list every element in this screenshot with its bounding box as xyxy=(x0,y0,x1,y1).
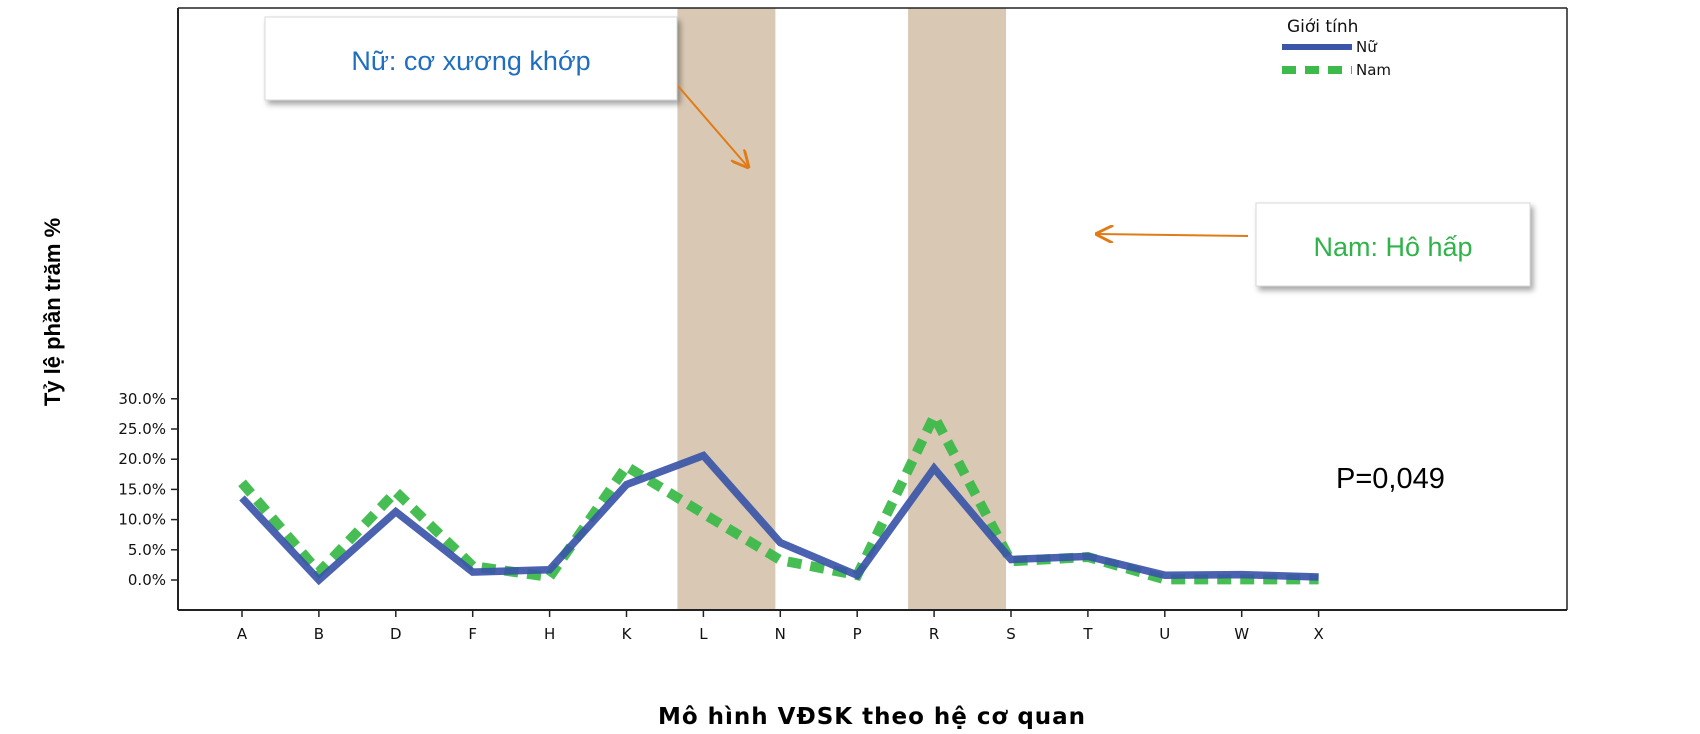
x-tick-label: W xyxy=(1234,625,1249,643)
callout-female-box xyxy=(264,16,678,101)
y-axis-title: Tỷ lệ phần trăm % xyxy=(40,218,65,406)
x-tick-label: N xyxy=(775,625,786,643)
p-value-label: P=0,049 xyxy=(1336,463,1445,495)
callout-female-text: Nữ: cơ xương khớp xyxy=(351,46,590,76)
x-tick-label: H xyxy=(544,625,555,643)
x-tick-label: S xyxy=(1006,625,1016,643)
series-line-nam xyxy=(238,405,1319,585)
highlight-band-R xyxy=(908,8,1007,610)
x-tick-label: L xyxy=(699,625,708,643)
callout-female: Nữ: cơ xương khớp xyxy=(264,16,748,167)
legend-title: Giới tính xyxy=(1287,17,1358,37)
callout-male-text: Nam: Hô hấp xyxy=(1313,232,1472,262)
y-tick-label: 10.0% xyxy=(118,511,166,529)
x-tick-label: R xyxy=(929,625,939,643)
series-line-nu xyxy=(239,451,1319,586)
y-tick-label: 0.0% xyxy=(128,571,166,589)
x-tick-label: T xyxy=(1082,625,1093,643)
y-tick-label: 15.0% xyxy=(118,480,166,498)
x-tick-label: B xyxy=(314,625,324,643)
callout-male-arrow xyxy=(1097,234,1249,236)
legend-label-nu: Nữ xyxy=(1356,38,1378,56)
y-tick-label: 30.0% xyxy=(118,390,166,408)
x-tick-label: A xyxy=(237,625,248,643)
callout-female-arrow xyxy=(677,85,748,167)
x-tick-label: F xyxy=(468,625,477,643)
callout-male-box xyxy=(1255,202,1531,287)
x-tick-label: D xyxy=(390,625,402,643)
x-tick-label: U xyxy=(1159,625,1170,643)
y-tick-label: 5.0% xyxy=(128,541,166,559)
x-tick-label: P xyxy=(853,625,862,643)
x-tick-label: K xyxy=(622,625,633,643)
legend-label-nam: Nam xyxy=(1356,61,1391,79)
y-tick-label: 20.0% xyxy=(118,450,166,468)
x-tick-label: X xyxy=(1313,625,1323,643)
callout-male: Nam: Hô hấp xyxy=(1097,202,1531,287)
x-axis-title: Mô hình VĐSK theo hệ cơ quan xyxy=(658,704,1086,730)
y-tick-label: 25.0% xyxy=(118,420,166,438)
